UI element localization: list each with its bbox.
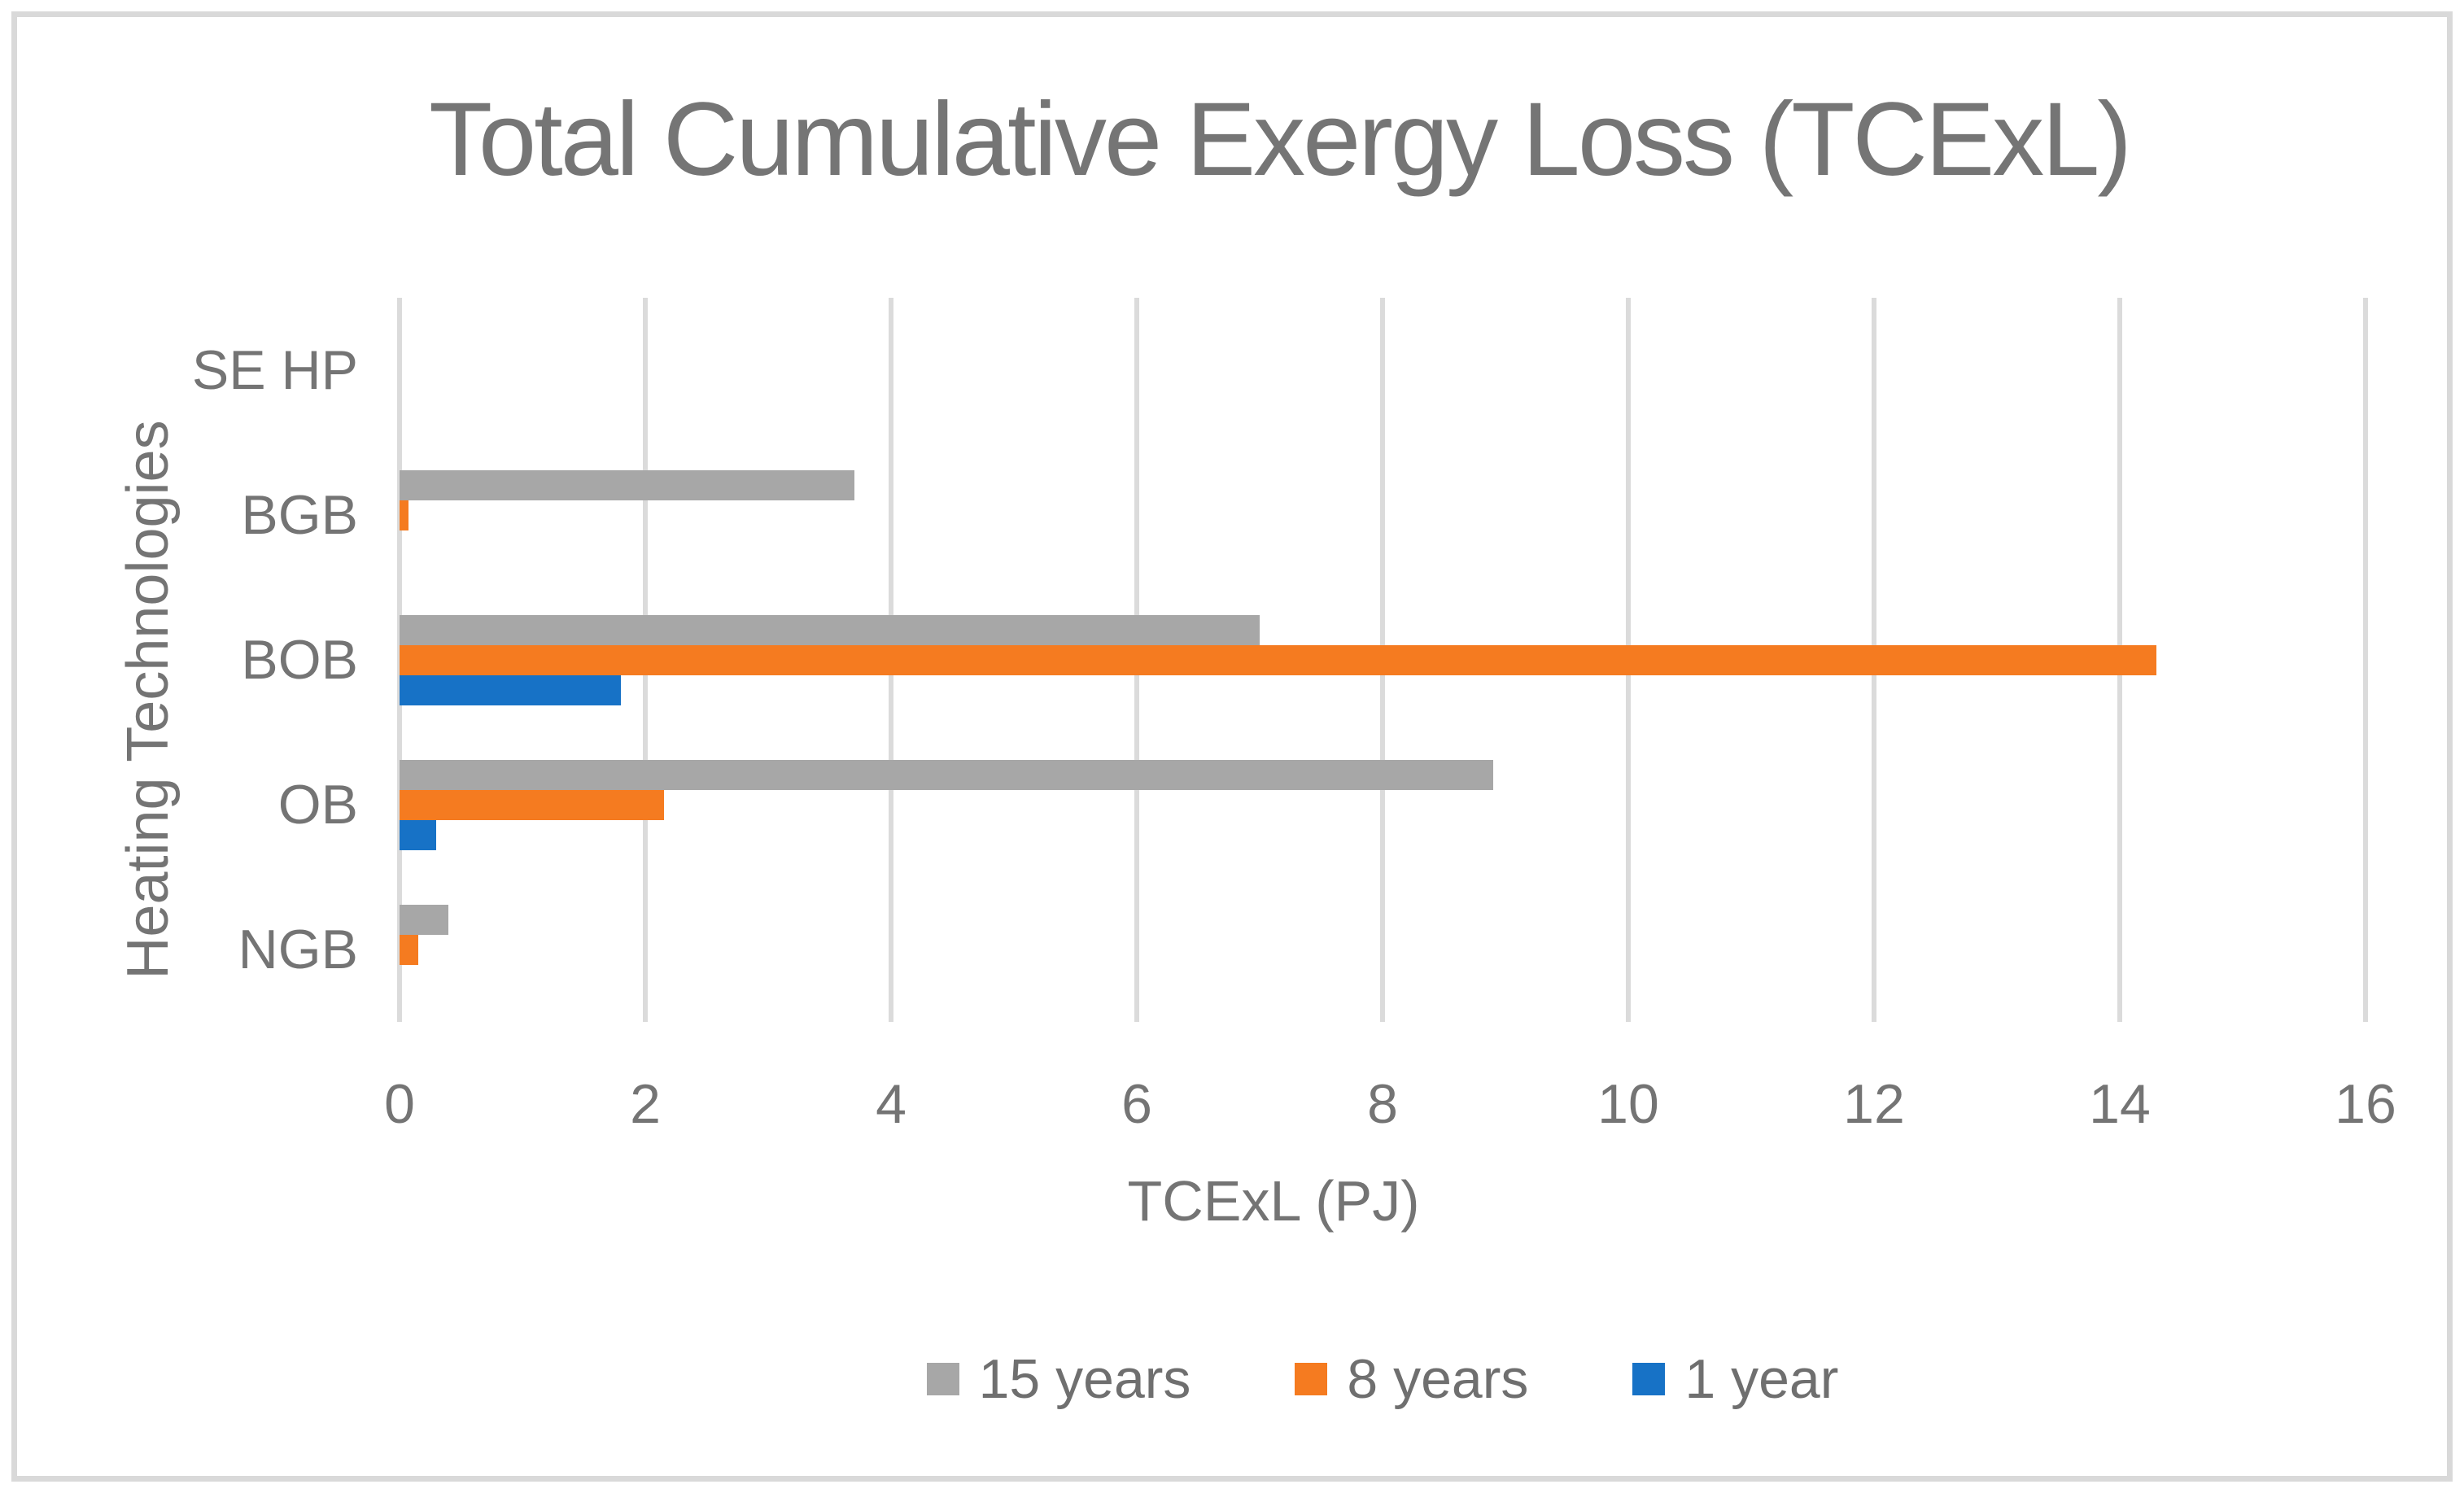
legend-swatch-15-years — [926, 1363, 959, 1395]
category-label-OB: OB — [277, 774, 358, 836]
gridline-x-16 — [2363, 298, 2368, 1022]
y-axis-title: Heating Technologies — [116, 420, 181, 980]
x-tick-label-4: 4 — [876, 1073, 907, 1135]
bar-8-years-BGB — [400, 500, 408, 530]
category-label-NGB: NGB — [238, 919, 358, 980]
legend-label-8-years: 8 years — [1347, 1348, 1529, 1410]
plot-area — [397, 298, 2368, 1022]
bar-15-years-BOB — [400, 614, 1260, 645]
bar-8-years-OB — [400, 789, 664, 820]
legend-item-8-years: 8 years — [1295, 1347, 1528, 1411]
x-tick-label-6: 6 — [1121, 1073, 1152, 1135]
x-tick-label-0: 0 — [384, 1073, 415, 1135]
chart-title: Total Cumulative Exergy Loss (TCExL) — [428, 81, 2132, 198]
legend-swatch-8-years — [1295, 1363, 1328, 1395]
bar-15-years-BGB — [400, 469, 854, 500]
category-label-BGB: BGB — [241, 484, 358, 546]
legend-swatch-1-year — [1632, 1363, 1666, 1395]
bar-8-years-NGB — [400, 934, 418, 965]
x-tick-label-8: 8 — [1367, 1073, 1398, 1135]
bar-15-years-NGB — [400, 904, 449, 935]
category-label-SE-HP: SE HP — [191, 339, 358, 401]
x-tick-label-2: 2 — [630, 1073, 661, 1135]
x-axis-title: TCExL (PJ) — [1127, 1169, 1420, 1233]
legend: 15 years 8 years 1 year — [400, 1344, 2366, 1414]
x-tick-label-14: 14 — [2089, 1073, 2151, 1135]
legend-label-1-year: 1 year — [1684, 1348, 1839, 1410]
legend-item-15-years: 15 years — [926, 1347, 1191, 1411]
x-tick-label-10: 10 — [1597, 1073, 1659, 1135]
bar-1-year-OB — [400, 819, 437, 850]
legend-label-15-years: 15 years — [978, 1348, 1191, 1410]
legend-item-1-year: 1 year — [1632, 1347, 1838, 1411]
x-tick-label-12: 12 — [1843, 1073, 1905, 1135]
x-tick-label-16: 16 — [2335, 1073, 2396, 1135]
bar-1-year-BOB — [400, 674, 621, 705]
category-label-BOB: BOB — [241, 629, 358, 691]
bar-15-years-OB — [400, 759, 1493, 790]
bar-8-years-BOB — [400, 644, 2157, 675]
